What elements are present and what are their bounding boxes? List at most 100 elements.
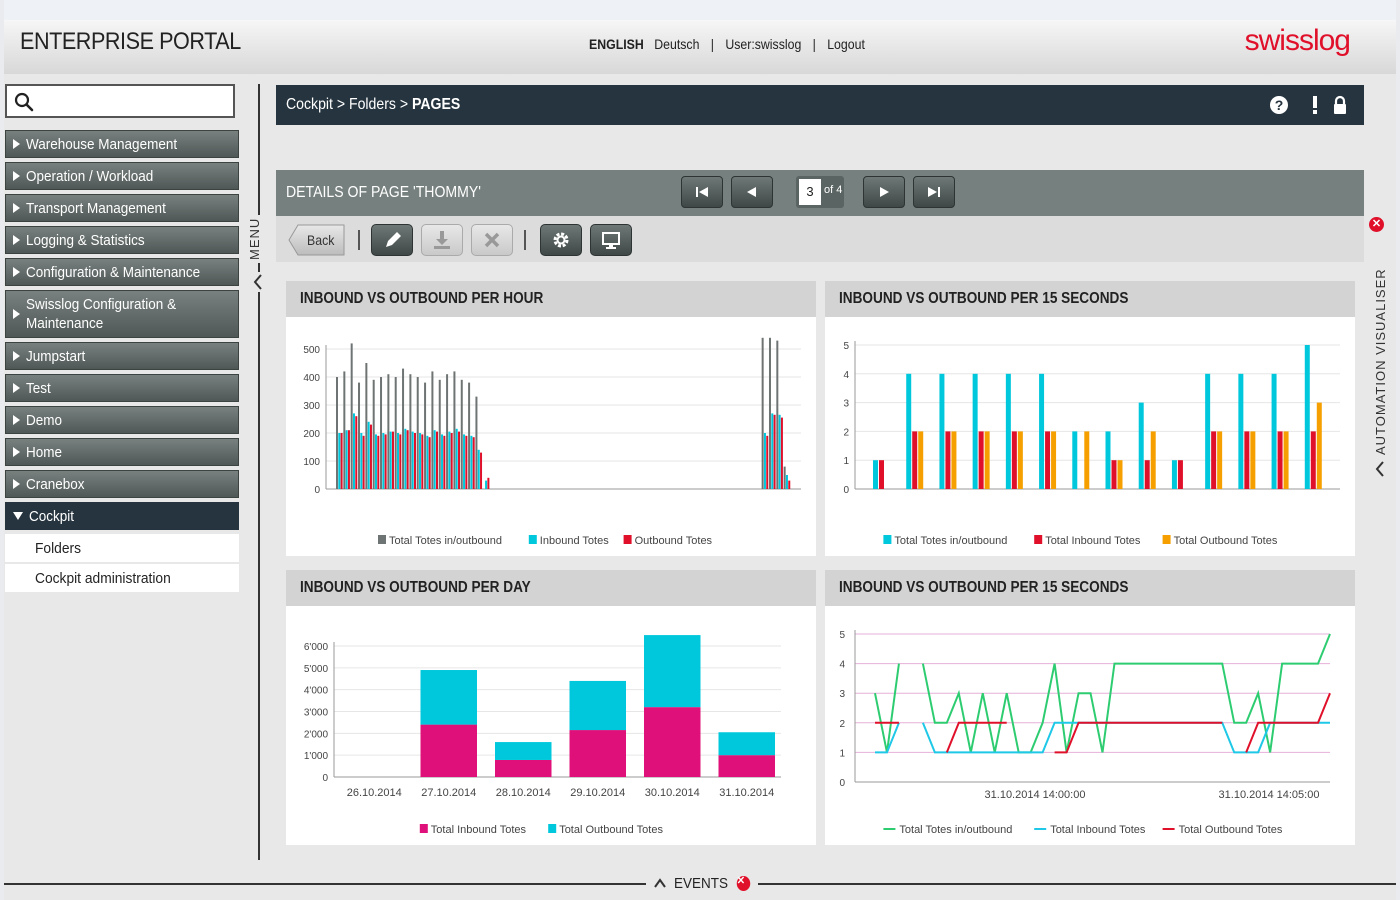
x-tick-label: 26.10.2014: [347, 787, 402, 799]
y-tick-label: 3: [839, 689, 845, 700]
sidebar-item-label: Jumpstart: [26, 347, 86, 365]
back-button[interactable]: [288, 224, 346, 256]
y-tick-label: 0: [839, 778, 845, 789]
delete-button[interactable]: [471, 224, 513, 256]
bar: [455, 428, 458, 489]
bar: [1316, 402, 1322, 489]
bar: [1138, 402, 1144, 489]
bar: [1150, 431, 1156, 489]
last-page-button[interactable]: [913, 176, 955, 208]
next-page-button[interactable]: [863, 176, 905, 208]
sidebar-item-home[interactable]: Home: [5, 438, 239, 466]
logout-link[interactable]: Logout: [827, 36, 865, 52]
bar: [1039, 373, 1045, 489]
bar: [416, 377, 419, 489]
events-toggle[interactable]: EVENTS ✕: [646, 872, 758, 894]
bar: [365, 363, 368, 489]
sidebar-item-label: Operation / Workload: [26, 167, 154, 185]
sidebar-subitem-cockpit-administration[interactable]: Cockpit administration: [5, 564, 239, 592]
sidebar-item-transport-management[interactable]: Transport Management: [5, 194, 239, 222]
bar: [1217, 431, 1223, 489]
bar: [372, 379, 375, 489]
bar: [495, 742, 552, 760]
bar: [463, 434, 466, 489]
sidebar-item-cockpit[interactable]: Cockpit: [5, 502, 239, 530]
bar: [438, 379, 441, 489]
bar: [343, 371, 346, 489]
chart-panel-per-hour: INBOUND VS OUTBOUND PER HOUR 0 100 200 300 4…: [286, 281, 816, 556]
bar: [644, 707, 701, 777]
menu-toggle-label[interactable]: MENU: [247, 215, 269, 263]
legend-swatch: [548, 824, 557, 833]
bar: [1171, 460, 1177, 489]
next-page-icon: [880, 187, 889, 197]
bar: [419, 433, 422, 489]
sidebar-item-logging-statistics[interactable]: Logging & Statistics: [5, 226, 239, 254]
alert-icon[interactable]: [1304, 94, 1326, 116]
close-icon[interactable]: ✕: [1369, 217, 1384, 232]
events-label: EVENTS: [674, 874, 729, 892]
bar: [470, 435, 473, 489]
expand-arrow-icon: [13, 415, 20, 425]
search-input[interactable]: [5, 84, 235, 118]
breadcrumb-cockpit[interactable]: Cockpit: [286, 96, 333, 113]
settings-button[interactable]: [540, 224, 582, 256]
chart-title-text: INBOUND VS OUTBOUND PER HOUR: [300, 290, 544, 307]
lang-deutsch-link[interactable]: Deutsch: [654, 36, 700, 52]
legend-swatch: [1162, 535, 1171, 544]
bar: [644, 635, 701, 708]
bar: [424, 382, 427, 489]
sidebar-item-label: Cranebox: [26, 475, 85, 493]
close-icon[interactable]: ✕: [736, 875, 750, 891]
expand-arrow-icon: [13, 479, 20, 489]
lang-english-link[interactable]: ENGLISH: [589, 36, 644, 52]
sidebar-item-label: Transport Management: [26, 199, 166, 217]
legend-label: Outbound Totes: [635, 535, 713, 547]
y-tick-label: 1: [843, 456, 849, 467]
sidebar-item-swisslog-configuration[interactable]: Swisslog Configuration & Maintenance: [5, 290, 239, 338]
page-total: of 4: [824, 184, 843, 196]
y-tick-label: 2: [843, 427, 849, 438]
sidebar-item-demo[interactable]: Demo: [5, 406, 239, 434]
bar: [785, 475, 788, 489]
bar: [458, 431, 461, 489]
bar: [1238, 373, 1244, 489]
chevron-left-icon[interactable]: [251, 272, 265, 292]
page-number-input[interactable]: [799, 179, 821, 205]
sidebar-item-warehouse-management[interactable]: Warehouse Management: [5, 130, 239, 158]
sidebar-item-jumpstart[interactable]: Jumpstart: [5, 342, 239, 370]
bar: [778, 414, 781, 489]
breadcrumb-folders[interactable]: Folders: [349, 96, 396, 113]
help-icon[interactable]: ?: [1268, 94, 1290, 116]
prev-page-button[interactable]: [731, 176, 773, 208]
x-tick-label: 27.10.2014: [421, 787, 476, 799]
display-button[interactable]: [590, 224, 632, 256]
page-indicator: of 4: [796, 176, 844, 208]
first-page-button[interactable]: [681, 176, 723, 208]
expand-arrow-icon: [13, 267, 20, 277]
sidebar-item-label: Test: [26, 379, 51, 397]
monitor-icon: [602, 232, 620, 249]
sidebar-item-cranebox[interactable]: Cranebox: [5, 470, 239, 498]
lock-icon[interactable]: [1329, 94, 1351, 116]
sidebar-item-label: Home: [26, 443, 63, 461]
automation-visualiser-toggle[interactable]: ✕ AUTOMATION VISUALISER: [1368, 215, 1394, 485]
edit-button[interactable]: [371, 224, 413, 256]
sidebar-item-test[interactable]: Test: [5, 374, 239, 402]
bar: [1017, 431, 1023, 489]
sidebar-subitem-folders[interactable]: Folders: [5, 534, 239, 562]
bar: [465, 435, 468, 489]
sidebar-item-label: Swisslog Configuration & Maintenance: [26, 296, 177, 332]
bar: [1271, 373, 1277, 489]
svg-text:?: ?: [1275, 97, 1284, 113]
expand-arrow-icon: [13, 171, 20, 181]
bar: [879, 460, 884, 489]
chart-title-text: INBOUND VS OUTBOUND PER 15 SECONDS: [839, 579, 1129, 596]
y-tick-label: 200: [303, 429, 320, 440]
y-tick-label: 5: [839, 630, 845, 641]
y-tick-label: 1: [839, 748, 845, 759]
sidebar-item-operation-workload[interactable]: Operation / Workload: [5, 162, 239, 190]
sidebar-item-configuration-maintenance[interactable]: Configuration & Maintenance: [5, 258, 239, 286]
download-button[interactable]: [421, 224, 463, 256]
legend-label: Total Totes in/outbound: [899, 824, 1012, 836]
